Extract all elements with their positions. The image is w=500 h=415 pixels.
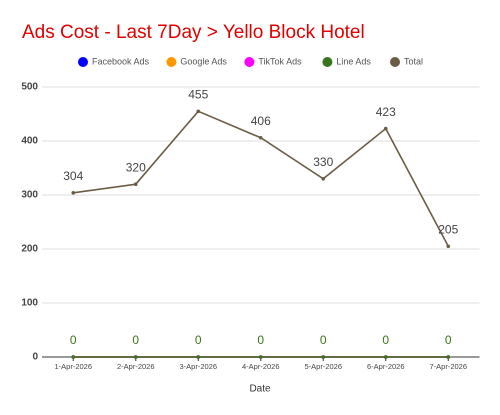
- point: [383, 355, 388, 359]
- data-label: 0: [320, 333, 327, 347]
- data-label: 330: [313, 155, 333, 169]
- legend-label: TikTok Ads: [258, 56, 302, 66]
- data-label: 304: [63, 169, 83, 183]
- data-label: 0: [132, 333, 139, 347]
- data-label: 0: [257, 333, 264, 347]
- y-tick-label: 100: [21, 298, 38, 309]
- point: [133, 355, 138, 359]
- data-label: 0: [70, 333, 77, 347]
- point: [446, 244, 451, 249]
- point: [71, 355, 76, 359]
- x-tick-label: 6-Apr-2026: [367, 362, 405, 371]
- data-label: 455: [188, 87, 208, 101]
- legend-marker: [322, 57, 333, 67]
- x-tick-label: 7-Apr-2026: [429, 362, 467, 371]
- x-tick-label: 1-Apr-2026: [54, 362, 92, 371]
- chart-title: Ads Cost - Last 7Day > Yello Block Hotel: [22, 22, 365, 43]
- y-tick-label: 400: [21, 136, 38, 147]
- point: [71, 191, 76, 195]
- legend-label: Facebook Ads: [92, 56, 150, 66]
- point: [321, 177, 326, 181]
- legend-marker: [78, 57, 88, 67]
- data-label: 406: [251, 114, 271, 128]
- legend-label: Google Ads: [180, 56, 227, 66]
- point: [446, 355, 451, 359]
- x-tick-label: 5-Apr-2026: [304, 362, 342, 371]
- legend-marker: [166, 57, 177, 67]
- point: [383, 126, 388, 131]
- legend-label: Total: [404, 56, 423, 66]
- point: [258, 355, 263, 359]
- x-axis-title: Date: [249, 384, 271, 395]
- y-tick-label: 300: [21, 190, 38, 201]
- x-tick-label: 3-Apr-2026: [179, 362, 217, 371]
- point: [196, 109, 201, 114]
- legend-marker: [244, 57, 255, 67]
- point: [133, 182, 138, 186]
- x-tick-label: 4-Apr-2026: [242, 362, 280, 371]
- data-label: 0: [195, 333, 202, 347]
- data-label: 205: [438, 222, 458, 236]
- x-tick-label: 2-Apr-2026: [117, 362, 155, 371]
- data-label: 320: [126, 160, 146, 174]
- y-tick-label: 200: [21, 244, 38, 255]
- y-tick-label: 0: [32, 352, 38, 363]
- data-label: 0: [382, 333, 389, 347]
- legend-label: Line Ads: [336, 56, 371, 66]
- data-label: 423: [376, 105, 396, 119]
- point: [258, 135, 263, 140]
- legend-marker: [390, 57, 400, 67]
- y-tick-label: 500: [21, 82, 38, 93]
- point: [321, 355, 326, 359]
- point: [196, 355, 201, 359]
- data-label: 0: [445, 333, 452, 347]
